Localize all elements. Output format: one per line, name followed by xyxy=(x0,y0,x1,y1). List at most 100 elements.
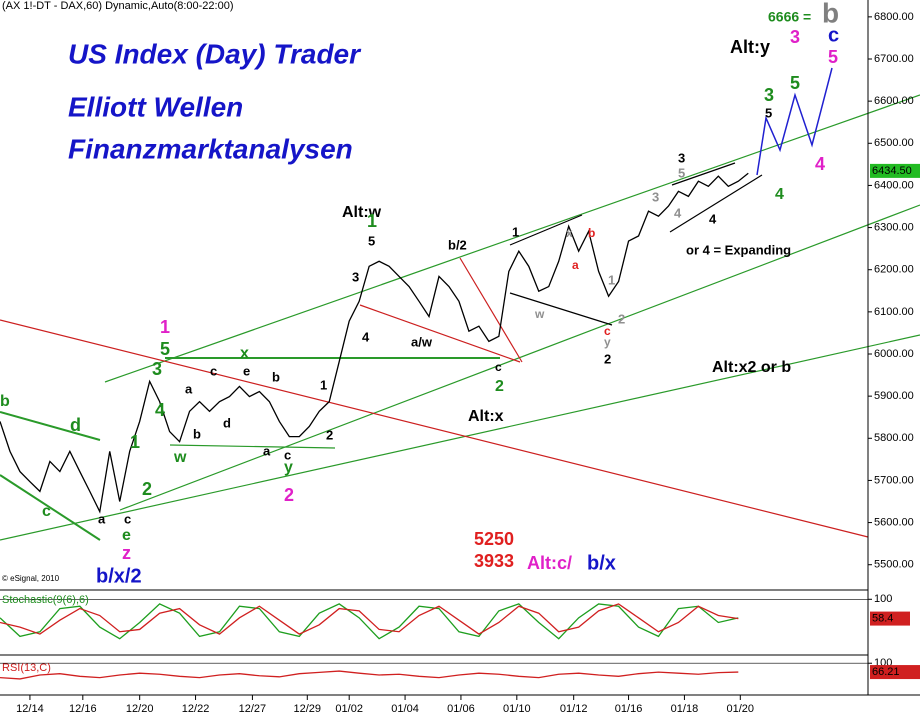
wave-label: d xyxy=(223,415,231,430)
x-tick-label: 12/16 xyxy=(69,703,97,715)
wave-label: 2 xyxy=(604,351,611,366)
wave-label: 3 xyxy=(678,150,685,165)
y-tick-label: 6000.00 xyxy=(874,348,914,360)
wave-label: 1 xyxy=(320,377,327,392)
value-box xyxy=(870,665,920,680)
value-box xyxy=(870,611,910,626)
wave-label: x xyxy=(566,226,573,240)
price-line xyxy=(0,670,739,680)
wave-label: 1 xyxy=(512,224,519,239)
wedge-line xyxy=(509,214,583,246)
y-tick-label: 6400.00 xyxy=(874,179,914,191)
wave-label: 4 xyxy=(155,400,165,420)
wave-label: b xyxy=(588,226,595,240)
wave-label: 3933 xyxy=(474,551,514,571)
x-tick-label: 12/20 xyxy=(126,703,154,715)
wave-label: 1 xyxy=(130,432,140,452)
price-line xyxy=(0,603,739,640)
wave-label: 5 xyxy=(160,339,170,359)
wave-label: a xyxy=(185,381,193,396)
wave-label: 2 xyxy=(142,479,152,499)
wave-label: y xyxy=(604,335,611,349)
wave-label: e xyxy=(122,527,131,544)
price-line xyxy=(0,603,739,635)
wave-label: 4 xyxy=(362,329,370,344)
last-price-box xyxy=(870,163,920,178)
x-tick-label: 12/27 xyxy=(239,703,267,715)
value-label: 66.21 xyxy=(872,666,900,678)
wave-label: y xyxy=(284,459,293,476)
wave-label: b/x xyxy=(587,552,616,574)
wave-label: c xyxy=(210,363,217,378)
title: Elliott Wellen xyxy=(68,91,243,122)
wave-label: c xyxy=(284,447,291,462)
wave-label: b xyxy=(272,369,280,384)
wave-label: b/x/2 xyxy=(96,565,142,587)
wave-label: 4 xyxy=(674,205,682,220)
wedge-line xyxy=(669,174,763,233)
wave-label: c xyxy=(604,324,611,338)
channel-line xyxy=(0,319,869,538)
wave-line xyxy=(0,411,101,441)
wave-label: 4 xyxy=(815,154,825,174)
wave-label: w xyxy=(173,449,187,466)
x-tick-label: 01/10 xyxy=(503,703,531,715)
wave-label: 2 xyxy=(618,311,625,326)
wave-label: 4 xyxy=(775,186,784,203)
wave-label: a xyxy=(572,258,579,272)
wedge-line xyxy=(671,162,736,186)
wave-label: 5 xyxy=(368,233,375,248)
y-tick-label: 5600.00 xyxy=(874,516,914,528)
wave-label: b xyxy=(822,0,839,28)
y-tick-label: 6200.00 xyxy=(874,264,914,276)
panel-title: RSI(13,C) xyxy=(2,662,51,674)
wave-label: b xyxy=(0,393,10,410)
channel-line xyxy=(104,94,920,383)
wave-label: 5250 xyxy=(474,529,514,549)
wave-label: 2 xyxy=(326,427,333,442)
wedge-line xyxy=(359,304,521,363)
wave-label: c xyxy=(124,511,131,526)
x-tick-label: 01/20 xyxy=(727,703,755,715)
wave-label: or 4 = Expanding xyxy=(686,242,791,257)
wave-label: 1 xyxy=(608,272,615,287)
wave-label: 5 xyxy=(765,105,772,120)
y-tick-label: 6300.00 xyxy=(874,221,914,233)
projection-line xyxy=(756,67,833,176)
wave-label: x xyxy=(240,345,249,362)
wave-label: a xyxy=(98,511,106,526)
wave-label: Alt:y xyxy=(730,37,770,57)
wave-line xyxy=(169,444,336,449)
wave-label: c xyxy=(828,24,839,46)
wave-label: 1 xyxy=(160,317,170,337)
title: Finanzmarktanalysen xyxy=(68,133,353,164)
wave-label: 3 xyxy=(152,359,162,379)
x-tick-label: 12/22 xyxy=(182,703,210,715)
wave-label: 6666 = xyxy=(768,9,811,25)
panel-title: Stochastic(9(6),6) xyxy=(2,594,89,606)
copyright: © eSignal, 2010 xyxy=(2,574,60,583)
wave-label: b xyxy=(193,426,201,441)
wave-label: a/w xyxy=(411,334,433,349)
wave-label: 4 xyxy=(709,211,717,226)
x-tick-label: 12/14 xyxy=(16,703,44,715)
y-tick-label: 6100.00 xyxy=(874,306,914,318)
x-tick-label: 01/18 xyxy=(671,703,699,715)
wave-label: e xyxy=(243,363,250,378)
wave-label: 3 xyxy=(790,27,800,47)
y-tick-label: 5700.00 xyxy=(874,474,914,486)
header: (AX 1!-DT - DAX,60) Dynamic,Auto(8:00-22… xyxy=(2,0,234,12)
wave-label: 3 xyxy=(764,85,774,105)
wave-label: 3 xyxy=(352,269,359,284)
wave-label: 5 xyxy=(678,165,685,180)
last-price-label: 6434.50 xyxy=(872,165,912,177)
y-tick-label: 5800.00 xyxy=(874,432,914,444)
wave-label: z xyxy=(122,543,131,563)
x-tick-label: 12/29 xyxy=(294,703,322,715)
wave-label: w xyxy=(534,307,545,321)
x-tick-label: 01/12 xyxy=(560,703,588,715)
wedge-line xyxy=(459,257,523,363)
wedge-line xyxy=(509,292,613,326)
y-tick-label: 6500.00 xyxy=(874,137,914,149)
